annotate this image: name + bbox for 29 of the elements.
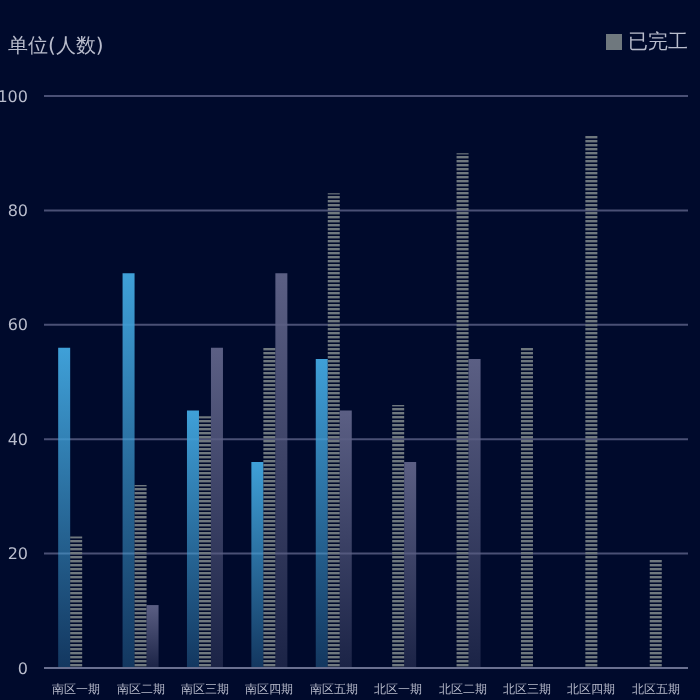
y-tick-label: 40 <box>7 430 28 449</box>
bar <box>210 347 223 668</box>
bar <box>275 273 288 668</box>
bar <box>58 347 71 668</box>
bar <box>70 536 83 668</box>
y-tick-label: 0 <box>17 659 28 678</box>
text: 已完工 <box>626 29 688 56</box>
bar <box>122 273 135 668</box>
bar <box>404 462 417 668</box>
bar <box>327 193 340 668</box>
bar <box>649 559 662 668</box>
y-tick-label: 60 <box>7 316 28 335</box>
bar <box>585 136 598 668</box>
bar <box>468 359 481 668</box>
y-tick-label: 100 <box>0 87 28 106</box>
y-axis-title: 单位(人数) <box>8 33 104 60</box>
bar <box>263 347 276 668</box>
bar <box>134 484 147 668</box>
bar <box>392 404 405 668</box>
bar <box>339 410 352 668</box>
bar <box>520 347 533 668</box>
y-tick-label: 20 <box>7 545 28 564</box>
bar <box>251 462 264 668</box>
bar <box>146 605 159 668</box>
bar <box>315 359 328 668</box>
bar <box>456 153 469 668</box>
bar <box>186 410 199 668</box>
bar <box>198 416 211 668</box>
y-tick-label: 80 <box>7 202 28 221</box>
